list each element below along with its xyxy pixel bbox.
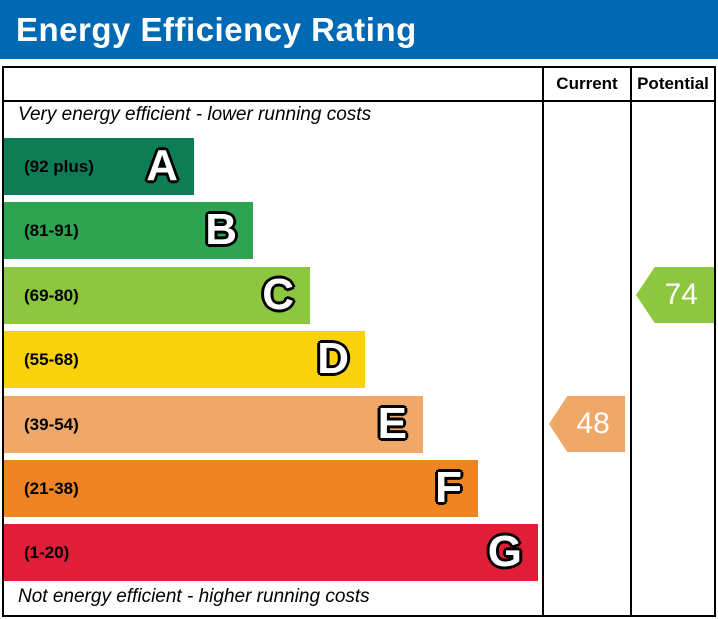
band-range-label: (55-68) — [24, 349, 79, 369]
band-range-label: (81-91) — [24, 220, 79, 240]
band-range-label: (39-54) — [24, 414, 79, 434]
header-underline — [4, 100, 714, 102]
band-letter: G — [487, 526, 522, 576]
band-letter: D — [317, 333, 349, 383]
band-row-G: (1-20) G — [4, 524, 538, 581]
title-bar: Energy Efficiency Rating — [0, 0, 718, 59]
band-letter: C — [262, 269, 294, 319]
current-rating-value: 48 — [576, 407, 610, 440]
band-row-E: (39-54) E — [4, 396, 423, 453]
potential-rating-arrow: 74 — [636, 267, 714, 323]
bottom-note: Not energy efficient - higher running co… — [18, 586, 370, 607]
column-header-potential: Potential — [637, 74, 709, 93]
potential-column-divider — [630, 68, 632, 615]
band-row-C: (69-80) C — [4, 267, 310, 324]
column-header-current: Current — [556, 74, 618, 93]
band-row-F: (21-38) F — [4, 460, 478, 517]
band-range-label: (1-20) — [24, 542, 70, 562]
band-range-label: (92 plus) — [24, 156, 94, 176]
band-letter: F — [435, 462, 462, 512]
band-letter: A — [146, 140, 178, 190]
band-letter: B — [205, 204, 237, 254]
top-note: Very energy efficient - lower running co… — [18, 104, 372, 125]
page-title: Energy Efficiency Rating — [16, 11, 417, 48]
band-range-label: (21-38) — [24, 478, 79, 498]
rating-table: Current Potential Very energy efficient … — [2, 66, 716, 617]
current-column-divider — [542, 68, 544, 615]
current-rating-arrow: 48 — [549, 396, 625, 452]
band-row-D: (55-68) D — [4, 331, 365, 388]
band-letter: E — [377, 398, 407, 448]
band-row-A: (92 plus) A — [4, 138, 194, 195]
potential-rating-value: 74 — [664, 278, 698, 311]
band-range-label: (69-80) — [24, 285, 79, 305]
band-row-B: (81-91) B — [4, 202, 253, 259]
